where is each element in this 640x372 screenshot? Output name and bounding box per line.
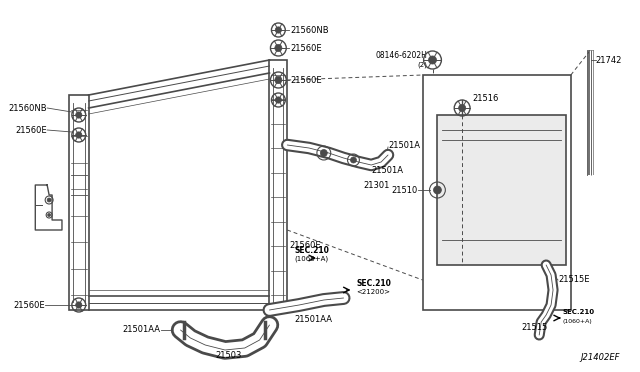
Bar bbox=[438, 115, 566, 265]
Text: 21515E: 21515E bbox=[558, 276, 589, 285]
Text: 21742: 21742 bbox=[596, 55, 622, 64]
Circle shape bbox=[76, 132, 82, 138]
Text: 08146-6202H: 08146-6202H bbox=[376, 51, 428, 60]
Circle shape bbox=[459, 105, 466, 112]
Text: 21501A: 21501A bbox=[371, 166, 403, 174]
Text: 21501A: 21501A bbox=[388, 141, 420, 150]
Circle shape bbox=[275, 97, 282, 103]
Text: J21402EF: J21402EF bbox=[580, 353, 620, 362]
Text: (2): (2) bbox=[418, 62, 428, 68]
Text: 21515: 21515 bbox=[522, 324, 548, 333]
Text: 21560E: 21560E bbox=[13, 301, 45, 310]
Text: SEC.210: SEC.210 bbox=[294, 246, 329, 254]
Text: (1060+A): (1060+A) bbox=[294, 256, 328, 262]
Text: 21560E: 21560E bbox=[290, 44, 322, 52]
Circle shape bbox=[351, 157, 356, 163]
Text: 21560NB: 21560NB bbox=[8, 103, 47, 112]
Circle shape bbox=[433, 186, 442, 194]
Circle shape bbox=[275, 44, 282, 52]
Circle shape bbox=[47, 214, 51, 217]
Text: 21560E: 21560E bbox=[289, 241, 321, 250]
Polygon shape bbox=[69, 95, 89, 310]
Text: 21501AA: 21501AA bbox=[123, 326, 161, 334]
Text: <21200>: <21200> bbox=[356, 289, 390, 295]
Circle shape bbox=[76, 112, 82, 118]
Circle shape bbox=[275, 27, 282, 33]
Circle shape bbox=[76, 302, 82, 308]
Bar bbox=[422, 75, 571, 310]
Text: 21501AA: 21501AA bbox=[294, 315, 332, 324]
Text: 21560E: 21560E bbox=[15, 125, 47, 135]
Text: 21560E: 21560E bbox=[290, 76, 322, 84]
Text: 21503: 21503 bbox=[215, 350, 241, 359]
Text: 21516: 21516 bbox=[472, 93, 499, 103]
Circle shape bbox=[321, 150, 327, 157]
Polygon shape bbox=[269, 60, 287, 310]
Text: 21560NB: 21560NB bbox=[290, 26, 329, 35]
Text: (1060+A): (1060+A) bbox=[563, 318, 593, 324]
Circle shape bbox=[275, 76, 282, 84]
Circle shape bbox=[429, 56, 436, 64]
Text: 21510: 21510 bbox=[392, 186, 418, 195]
Text: SEC.210: SEC.210 bbox=[356, 279, 391, 288]
Text: 21301: 21301 bbox=[364, 180, 390, 189]
Circle shape bbox=[47, 198, 51, 202]
Text: SEC.210: SEC.210 bbox=[563, 309, 595, 315]
